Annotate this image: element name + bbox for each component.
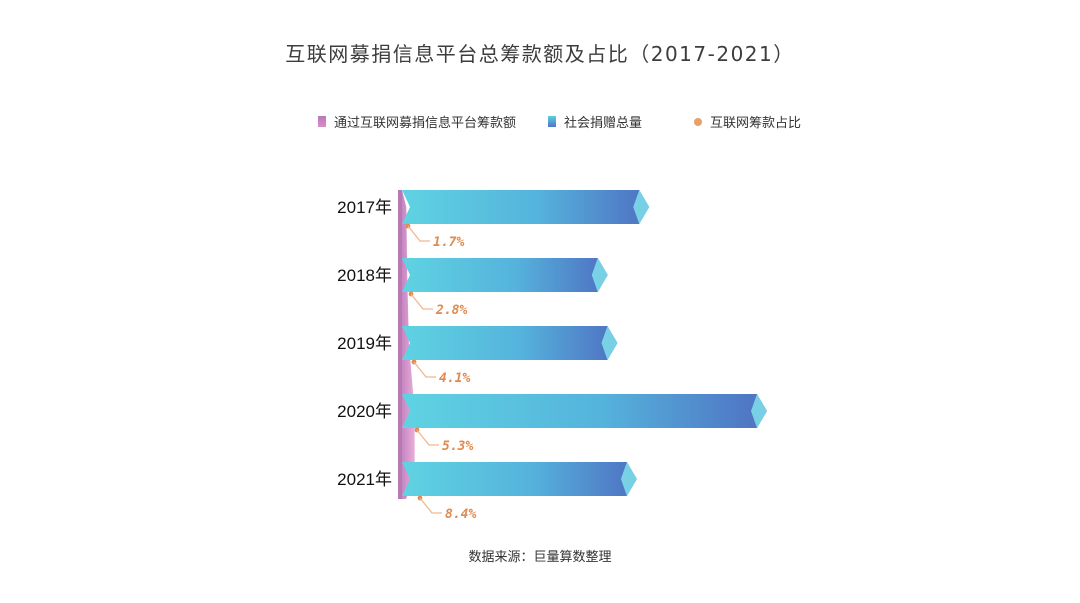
bar-total-2018: [402, 258, 608, 292]
legend-item-share: 互联网筹款占比: [694, 112, 801, 131]
legend-dot-share: [694, 117, 702, 126]
legend-swatch-total: [548, 116, 556, 127]
category-label-2020: 2020年: [337, 402, 392, 421]
bar-tip-2021: [620, 462, 637, 496]
legend-swatch-platform: [318, 116, 326, 127]
bar-total-2021: [402, 462, 637, 496]
share-label-2020: 5.3%: [442, 439, 473, 454]
bar-tip-2017: [633, 190, 650, 224]
chart-title: 互联网募捐信息平台总筹款额及占比（2017-2021）: [285, 42, 795, 66]
legend-item-platform: 通过互联网募捐信息平台筹款额: [318, 112, 516, 131]
share-label-2021: 8.4%: [445, 507, 476, 522]
share-leader-2020: [416, 429, 439, 446]
bar-total-2017: [402, 190, 650, 224]
platform-axis-band: [398, 190, 402, 499]
legend-item-total: 社会捐赠总量: [548, 112, 642, 131]
bar-tip-2018: [591, 258, 608, 292]
share-label-2017: 1.7%: [433, 235, 464, 250]
share-leader-2018: [410, 293, 433, 310]
legend-label-total: 社会捐赠总量: [564, 116, 643, 131]
share-label-2018: 2.8%: [435, 303, 467, 318]
bar-tip-2020: [751, 394, 767, 428]
chart-legend: 通过互联网募捐信息平台筹款额 社会捐赠总量 互联网筹款占比: [0, 112, 1080, 132]
legend-label-share: 互联网筹款占比: [710, 116, 802, 131]
bar-total-2019: [402, 326, 618, 360]
bar-total-2020: [402, 394, 767, 428]
bar-tip-2019: [601, 326, 618, 360]
category-label-2018: 2018年: [337, 266, 392, 285]
data-source: 数据来源：巨量算数整理: [468, 550, 612, 565]
category-label-2019: 2019年: [337, 334, 392, 353]
share-leader-2019: [413, 361, 436, 378]
legend-label-platform: 通过互联网募捐信息平台筹款额: [334, 116, 517, 131]
category-label-2017: 2017年: [337, 198, 392, 217]
share-leader-2017: [407, 225, 430, 242]
share-leader-2021: [419, 497, 442, 514]
category-label-2021: 2021年: [337, 470, 392, 489]
share-label-2019: 4.1%: [439, 371, 470, 386]
